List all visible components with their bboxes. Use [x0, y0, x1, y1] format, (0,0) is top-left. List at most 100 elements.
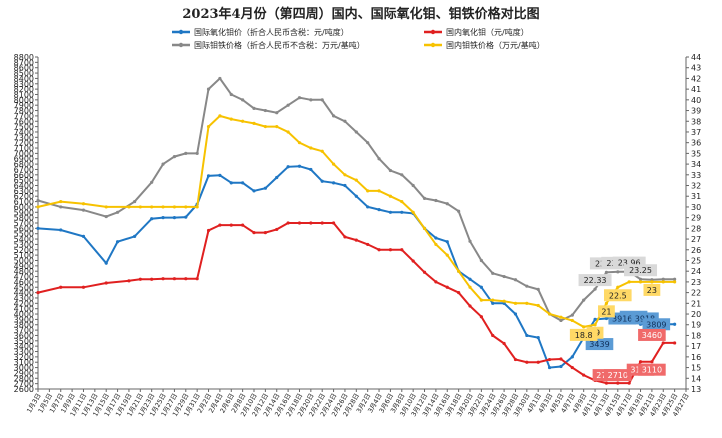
y-right-tick-label: 37	[691, 128, 701, 137]
y-left-tick-label: 2900	[14, 369, 34, 378]
y-right-tick-label: 31	[691, 192, 701, 201]
data-label-box	[569, 328, 598, 341]
y-left-tick-label: 5100	[14, 251, 34, 260]
y-right-tick-label: 16	[691, 353, 701, 362]
series-point	[479, 298, 483, 302]
series-point	[59, 205, 63, 209]
y-left-tick-label: 6000	[14, 203, 34, 212]
series-point	[184, 277, 188, 281]
data-label: 3809	[646, 320, 666, 329]
series-point	[638, 277, 643, 281]
y-left-tick-label: 6800	[14, 160, 34, 169]
data-label-box	[578, 274, 612, 287]
series-point	[343, 183, 347, 188]
series-point	[434, 242, 438, 247]
y-right-tick-label: 21	[691, 299, 701, 308]
series-point	[479, 285, 483, 289]
series-point	[570, 313, 574, 317]
series-point	[388, 248, 393, 252]
series-point	[559, 315, 563, 319]
data-label-box	[603, 289, 632, 302]
data-label: 21	[601, 307, 611, 316]
data-label: 22.5	[609, 291, 627, 300]
series-point	[184, 151, 188, 155]
data-label-box	[638, 363, 666, 376]
y-left-tick-label: 7500	[14, 123, 34, 132]
series-point	[331, 162, 336, 166]
series-point	[400, 248, 404, 252]
series-point	[445, 285, 449, 289]
series-point	[400, 210, 404, 214]
y-right-tick-label: 30	[691, 203, 701, 212]
y-left-tick-label: 8500	[14, 69, 34, 78]
y-right-tick-label: 36	[691, 139, 701, 148]
series-point	[206, 125, 211, 129]
series-point	[229, 223, 233, 227]
data-label-box	[624, 264, 658, 277]
series-point	[547, 312, 552, 316]
series-point	[377, 248, 381, 252]
series-point	[525, 284, 529, 288]
series-point	[604, 316, 609, 321]
series-point	[604, 270, 609, 274]
series-point	[445, 202, 449, 206]
data-label-box	[585, 338, 614, 351]
series-point	[547, 357, 552, 362]
y-left-tick-label: 4700	[14, 273, 34, 282]
y-right-tick-label: 43	[691, 64, 701, 73]
y-left-tick-label: 5600	[14, 224, 34, 233]
series-point	[650, 280, 654, 284]
y-left-tick-label: 5400	[14, 235, 34, 244]
chart-title: 2023年4月份（第四周）国内、国际氧化钼、钼铁价格对比图	[182, 7, 540, 22]
series-point	[59, 228, 63, 232]
series-point	[559, 318, 563, 323]
series-point	[241, 223, 245, 227]
y-right-tick-label: 14	[691, 374, 701, 383]
y-right-tick-label: 18	[691, 331, 701, 340]
series-point	[184, 205, 188, 209]
series-point	[570, 318, 574, 323]
series-point	[411, 183, 415, 188]
series-point	[604, 381, 609, 385]
series-point	[536, 360, 540, 364]
series-point	[331, 221, 336, 225]
series-point	[206, 87, 211, 91]
series-point	[536, 335, 540, 340]
series-point	[650, 360, 654, 364]
series-point	[638, 360, 643, 364]
series-point	[150, 180, 154, 184]
data-label: 2710	[608, 371, 628, 380]
series-point	[513, 301, 518, 305]
series-point	[172, 216, 177, 220]
series-point	[377, 157, 381, 161]
y-right-tick-label: 24	[691, 267, 701, 276]
series-point	[172, 155, 177, 159]
y-left-tick-label: 7300	[14, 133, 34, 142]
y-left-tick-label: 5800	[14, 214, 34, 223]
series-point	[661, 280, 665, 284]
y-left-tick-label: 5300	[14, 240, 34, 249]
y-left-tick-label: 5000	[14, 256, 34, 265]
y-right-tick-label: 40	[691, 96, 701, 105]
series-point	[133, 199, 137, 204]
series-point	[547, 365, 552, 370]
series-point	[616, 270, 620, 274]
y-left-tick-label: 6300	[14, 187, 34, 196]
y-right-tick-label: 35	[691, 149, 701, 158]
data-label-box	[598, 305, 615, 318]
series-point	[513, 278, 518, 282]
series-point	[81, 208, 86, 212]
y-left-tick-label: 4200	[14, 299, 34, 308]
series-point	[81, 285, 86, 289]
y-left-tick-label: 3700	[14, 326, 34, 335]
series-point	[241, 98, 245, 102]
series-point	[309, 98, 313, 102]
y-left-tick-label: 8600	[14, 64, 34, 73]
y-left-tick-label: 6900	[14, 155, 34, 164]
series-point	[638, 280, 643, 284]
series-point	[252, 121, 256, 125]
y-right-tick-label: 15	[691, 364, 701, 373]
series-point	[422, 196, 427, 200]
y-left-tick-label: 2600	[14, 385, 34, 394]
